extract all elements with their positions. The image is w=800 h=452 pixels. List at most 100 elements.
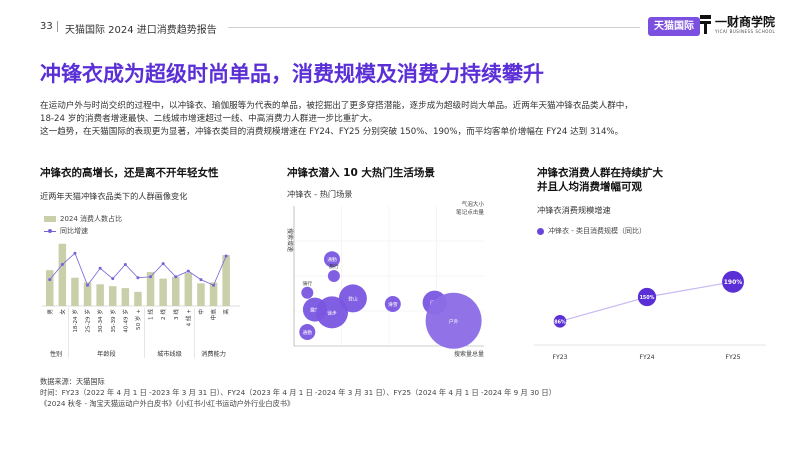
bubble-label: 登山 <box>348 295 358 302</box>
scene-bubble <box>327 270 340 282</box>
x-tick-label: 25-29 岁 <box>84 309 92 333</box>
bar-mark <box>96 284 104 306</box>
scene-bubble <box>301 286 314 299</box>
growth-point <box>224 254 228 258</box>
data-label: 150% <box>640 295 655 301</box>
group-label: 性别 <box>50 350 62 358</box>
header-bar: 33 天猫国际 2024 进口消费趋势报告 天猫国际 一财商学院 YICAI B… <box>0 0 800 40</box>
portrait-bar-line-chart: 男女 18-24 岁 25-29 岁 30-34 岁 35-39 岁 40-49 岁 50 … <box>42 243 240 358</box>
bubble-label: 滑雪 <box>388 301 398 308</box>
growth-point <box>73 251 77 255</box>
x-tick-label: FY25 <box>725 354 740 361</box>
bubble-label: 徒步 <box>327 309 337 316</box>
bubble-label: 旅行 <box>329 263 339 270</box>
growth-bubble <box>722 270 744 293</box>
panel3-legend: 冲锋衣 - 类目消费规模（同比） <box>537 226 646 236</box>
x-tick-label: 50 岁 + <box>134 309 142 330</box>
growth-point <box>86 283 90 287</box>
bar-mark <box>209 282 218 306</box>
growth-point <box>60 263 64 267</box>
bubble-label: 露营 <box>310 307 320 314</box>
bubble-label: 通勤 <box>327 256 337 263</box>
size-legend-label: 气泡大小 <box>462 200 485 208</box>
growth-point <box>149 275 153 279</box>
scene-bubble <box>299 324 316 340</box>
group-label: 消费能力 <box>201 350 226 358</box>
x-axis-label: 搜索量总量 <box>454 350 484 358</box>
growth-point <box>186 269 190 273</box>
source-line: 数据来源：天猫国际 <box>40 377 105 386</box>
panel2-subtitle: 冲锋衣 - 热门场景 <box>287 189 353 199</box>
bar-mark <box>222 255 230 306</box>
growth-point <box>98 266 102 270</box>
x-tick-label: 中 <box>197 309 205 315</box>
data-sources: 数据来源：天猫国际 时间：FY23（2022 年 4 月 1 日 -2023 年… <box>40 376 556 409</box>
cbs-logo-mark-icon <box>700 15 711 34</box>
growth-point <box>136 276 140 280</box>
cbs-subname: YICAI BUSINESS SCHOOL <box>715 29 776 34</box>
header-divider <box>57 21 58 32</box>
panel3-subtitle: 冲锋衣消费规模增速 <box>537 205 611 215</box>
x-tick-label: FY23 <box>552 354 567 361</box>
intro-line: 在运动户外与时尚交织的过程中，以冲锋衣、瑜伽服等为代表的单品，被挖掘出了更多穿搭… <box>40 101 633 111</box>
scene-bubble-chart: 搜索增速搜索量总量气泡大小笔记点击量通勤旅行骑行露营徒步登山滑雪日常户外通勤 <box>286 200 485 358</box>
legend-bar-swatch <box>44 216 56 222</box>
x-tick-label: 3 线 <box>172 309 180 320</box>
growth-point <box>161 262 165 266</box>
report-title: 天猫国际 2024 进口消费趋势报告 <box>65 25 217 36</box>
x-tick-label: 4 线 + <box>184 309 192 327</box>
x-tick-label: 高 <box>222 309 230 315</box>
data-label: 86% <box>554 319 566 325</box>
panel3-title-line: 并且人均消费增幅可观 <box>537 181 642 193</box>
legend-line-label: 同比增速 <box>60 227 88 235</box>
group-label: 年龄段 <box>97 350 116 358</box>
x-tick-label: 40-49 岁 <box>121 309 129 333</box>
panel1-title: 冲锋衣的高增长，还是离不开年轻女性 <box>40 167 219 179</box>
x-tick-label: 男 <box>47 309 54 315</box>
scene-bubble <box>384 296 401 312</box>
legend-bar-label: 2024 消费人数占比 <box>60 215 123 223</box>
growth-bubble <box>553 315 567 328</box>
bar-mark <box>197 283 205 306</box>
bar-mark <box>172 276 180 306</box>
intro-line: 18-24 岁的消费者增速最快、二线城市增速超过一线、中高消费力人群进一步比重扩… <box>40 114 378 124</box>
group-label: 城市线级 <box>157 350 182 358</box>
x-tick-label: 中高 <box>210 309 218 321</box>
panel2-title: 冲锋衣潜入 10 大热门生活场景 <box>287 167 435 179</box>
scene-bubble <box>425 292 482 349</box>
growth-point <box>111 277 115 281</box>
x-tick-label: 30-34 岁 <box>96 309 104 333</box>
growth-point <box>199 278 203 282</box>
source-line: 时间：FY23（2022 年 4 月 1 日 -2023 年 3 月 31 日）… <box>40 388 556 397</box>
growth-point <box>212 283 216 287</box>
bar-mark <box>71 277 79 306</box>
scene-bubble <box>338 284 367 313</box>
bubble-label: 骑行 <box>302 280 312 287</box>
bar-mark <box>46 270 54 306</box>
scale-growth-line-chart: 86% FY23 150% FY24 190% FY25 <box>534 270 766 361</box>
growth-point <box>48 278 52 282</box>
scene-bubble <box>316 296 348 329</box>
legend-dot-swatch <box>537 227 544 235</box>
cbs-name: 一财商学院 <box>715 15 776 29</box>
bubble-label: 户外 <box>449 318 459 325</box>
growth-bubble <box>637 287 657 307</box>
bar-mark <box>159 278 167 306</box>
bar-mark <box>184 273 193 306</box>
panel1-legend-bar: 2024 消费人数占比 <box>44 214 122 224</box>
bar-mark <box>58 243 67 306</box>
x-tick-label: 1 线 <box>147 309 155 320</box>
x-tick-label: 2 线 <box>159 309 167 320</box>
x-tick-label: 18-24 岁 <box>71 309 79 333</box>
header-rule <box>228 27 640 28</box>
growth-point <box>123 263 127 267</box>
panel3-title-line: 冲锋衣消费人群在持续扩大 <box>537 167 663 179</box>
size-legend-label: 笔记点击量 <box>456 208 484 216</box>
intro-paragraph: 在运动户外与时尚交织的过程中，以冲锋衣、瑜伽服等为代表的单品，被挖掘出了更多穿搭… <box>40 100 780 139</box>
intro-line: 这一趋势，在天猫国际的表现更为显著，冲锋衣类目的消费规模增速在 FY24、FY2… <box>40 127 624 137</box>
bar-mark <box>109 286 117 306</box>
page-title: 冲锋衣成为超级时尚单品，消费规模及消费力持续攀升 <box>40 62 544 86</box>
data-label: 190% <box>724 279 743 286</box>
scene-bubble <box>324 251 340 268</box>
panel1-legend-line: 同比增速 <box>44 226 88 236</box>
